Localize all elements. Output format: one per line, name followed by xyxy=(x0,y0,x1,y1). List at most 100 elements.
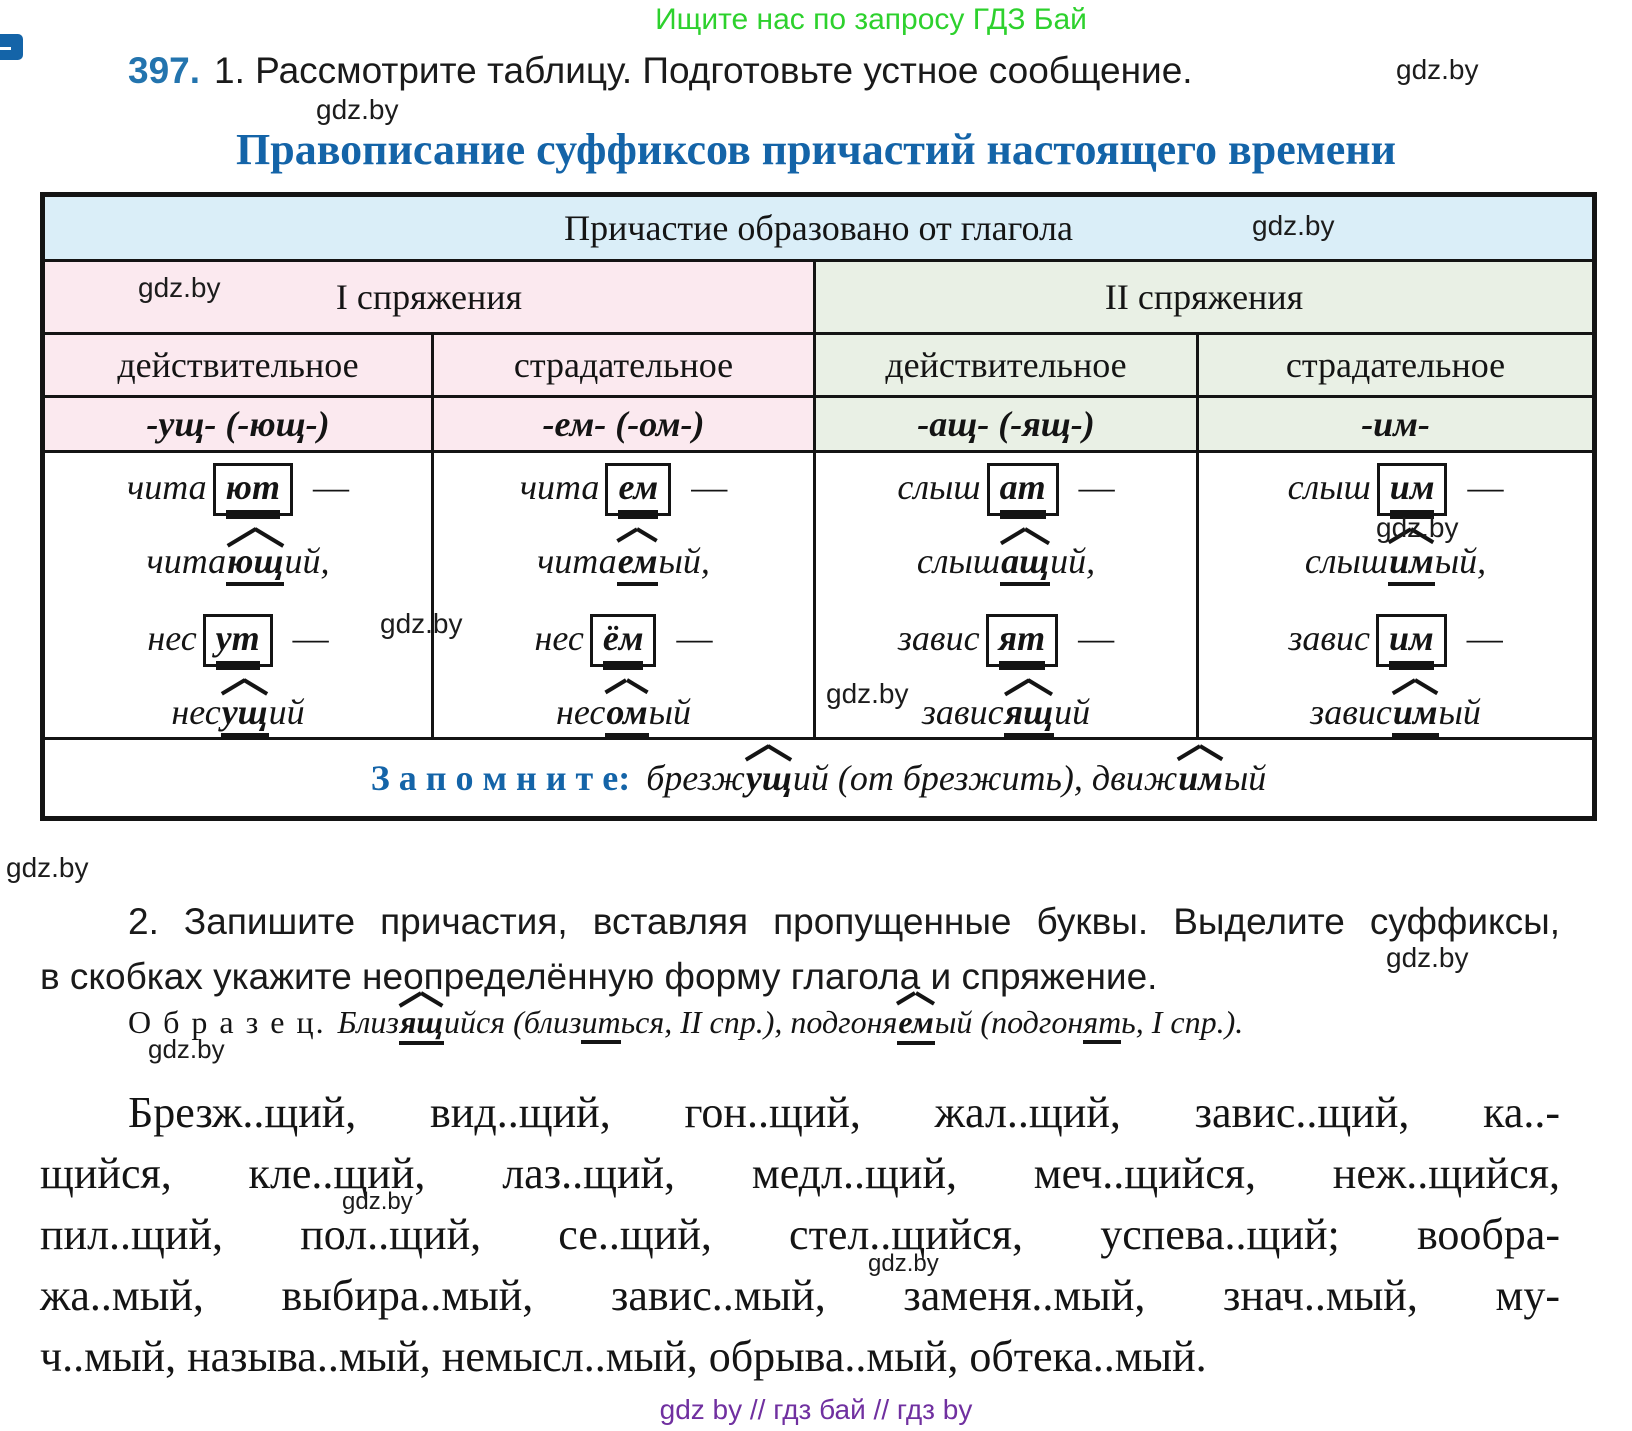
participle-form: читающий, xyxy=(45,540,431,586)
participle-stem: слыш xyxy=(1304,541,1389,581)
participle-stem: нес xyxy=(171,692,221,732)
note-word2-suffix: им xyxy=(1178,758,1223,798)
participle-form: несомый xyxy=(434,691,813,737)
voice-cell-4: страдательное xyxy=(1195,332,1597,398)
dash: — xyxy=(1467,467,1504,507)
suffix-cell-4: -им- xyxy=(1195,395,1597,453)
sample-word1-pre: Близ xyxy=(337,1004,399,1040)
participle-stem: чита xyxy=(146,541,227,581)
conjugation-2-cell: II спряжения xyxy=(812,259,1597,335)
example-cell-1: чита ют — читающий, нес ут — несущий xyxy=(41,450,434,740)
verb-ending: ём xyxy=(602,618,644,670)
footer-watermark: gdz by // гдз бай // гдз by xyxy=(659,1394,973,1425)
word-line-5: ч..мый, называ..мый, немысл..мый, обрыва… xyxy=(40,1332,1207,1381)
watermark: gdz.by xyxy=(342,1188,413,1215)
verb-ending: ем xyxy=(618,467,659,519)
sample-word2-suffix: ем xyxy=(897,1004,935,1045)
word-line-4: жа..мый, выбира..мый, завис..мый, заменя… xyxy=(40,1271,1560,1320)
verb-ending: ют xyxy=(225,467,280,519)
dash: — xyxy=(312,467,349,507)
participle-rest: ий xyxy=(1054,692,1091,732)
voice-cell-2: страдательное xyxy=(431,332,816,398)
ending-box: ют xyxy=(212,463,293,519)
participle-rest: ий, xyxy=(284,541,330,581)
note-middle: (от брезжить), xyxy=(828,758,1092,798)
verb-stem: чита xyxy=(127,467,207,507)
word-list: Брезж..щий, вид..щий, гон..щий, жал..щий… xyxy=(40,1082,1560,1387)
verb-form: завис им — xyxy=(1199,614,1592,670)
conjugation-1-cell: I спряжения xyxy=(41,259,816,335)
participle-form: слышащий, xyxy=(816,540,1196,586)
verb-form: слыш им — xyxy=(1199,463,1592,519)
verb-stem: завис xyxy=(1288,618,1370,658)
note-word1-pre: брезж xyxy=(646,758,745,798)
watermark: gdz.by xyxy=(1252,210,1335,241)
note-label: З а п о м н и т е: xyxy=(370,758,631,798)
participle-suffix: ющ xyxy=(226,540,285,586)
verb-stem: нес xyxy=(534,618,584,658)
suffix-row: -ущ- (-ющ-) -ем- (-ом-) -ащ- (-ящ-) -им- xyxy=(41,395,1597,453)
participle-suffix: ущ xyxy=(220,691,269,737)
note-word1-post: ий xyxy=(792,758,829,798)
participle-form: слышимый, xyxy=(1199,540,1592,586)
voice-cell-1: действительное xyxy=(41,332,434,398)
participle-rest: ий xyxy=(268,692,305,732)
sample-word1-post: ийся (близ xyxy=(444,1004,582,1040)
participle-table: Причастие образовано от глагола I спряже… xyxy=(40,192,1598,821)
participle-form: зависящий xyxy=(816,691,1196,737)
sample-label: О б р а з е ц. xyxy=(128,1004,326,1040)
example-cell-2: чита ем — читаемый, нес ём — несомый xyxy=(431,450,816,740)
participle-suffix: ом xyxy=(605,691,649,737)
verb-ending: ут xyxy=(215,618,260,670)
verb-stem: слыш xyxy=(1287,467,1371,507)
task1-text: 1. Рассмотрите таблицу. Подготовьте устн… xyxy=(214,50,1193,91)
verb-ending: им xyxy=(1389,618,1434,670)
watermark: gdz.by xyxy=(380,608,463,639)
example-cell-4: слыш им — слышимый, завис им — зависимый xyxy=(1195,450,1597,740)
participle-rest: ый xyxy=(648,692,692,732)
ending-box: ем xyxy=(605,463,672,519)
task2-line2: в скобках укажите неопределённую форму г… xyxy=(40,956,1158,997)
participle-suffix: ащ xyxy=(1000,540,1051,586)
dash: — xyxy=(676,618,713,658)
exercise-number: 397. xyxy=(128,50,201,91)
verb-stem: нес xyxy=(147,618,197,658)
voice-row: действительное страдательное действитель… xyxy=(41,332,1597,398)
watermark: gdz.by xyxy=(1396,54,1479,85)
sample-word1-suffix: ящ xyxy=(398,1004,445,1045)
note-cell: З а п о м н и т е: брезжущий (от брезжить… xyxy=(40,737,1597,820)
examples-row: чита ют — читающий, нес ут — несущий чита ем —… xyxy=(41,450,1597,740)
watermark: gdz.by xyxy=(316,94,399,125)
participle-stem: чита xyxy=(537,541,617,581)
dash: — xyxy=(691,467,728,507)
participle-stem: нес xyxy=(555,692,606,732)
ending-box: ят xyxy=(985,614,1059,670)
participle-rest: ый, xyxy=(1434,541,1487,581)
sample-word2-post: ый (подгон xyxy=(934,1004,1084,1040)
conjugation-row: I спряжения II спряжения xyxy=(41,259,1597,335)
task2-line1: 2. Запишите причастия, вставляя пропущен… xyxy=(128,901,1560,942)
dash: — xyxy=(292,618,329,658)
dash: — xyxy=(1466,618,1503,658)
table-header-cell: Причастие образовано от глагола xyxy=(40,193,1597,262)
ending-box: им xyxy=(1376,614,1447,670)
sample-end: ь, I спр.). xyxy=(1121,1004,1244,1040)
verb-ending: ат xyxy=(999,467,1046,519)
participle-rest: ый, xyxy=(658,541,710,581)
bookmark-icon xyxy=(0,34,23,60)
word-line-2: щийся, кле..щий, лаз..щий, медл..щий, ме… xyxy=(40,1149,1560,1198)
participle-form: читаемый, xyxy=(434,540,813,586)
task2-paragraph: 2. Запишите причастия, вставляя пропущен… xyxy=(40,898,1560,1000)
verb-ending: им xyxy=(1389,467,1435,519)
sample-middle: ься, II спр.), подгоня xyxy=(620,1004,898,1040)
watermark: gdz.by xyxy=(148,1034,225,1064)
verb-form: слыш ат — xyxy=(816,463,1196,519)
example-cell-3: слыш ат — слышащий, завис ят — зависящий xyxy=(813,450,1199,740)
suffix-cell-1: -ущ- (-ющ-) xyxy=(41,395,434,453)
verb-stem: чита xyxy=(519,467,600,507)
verb-form: нес ём — xyxy=(434,614,813,670)
watermark: gdz.by xyxy=(138,272,221,303)
ending-box: ём xyxy=(589,614,657,670)
participle-rest: ый xyxy=(1438,692,1481,732)
ending-box: им xyxy=(1376,463,1448,519)
